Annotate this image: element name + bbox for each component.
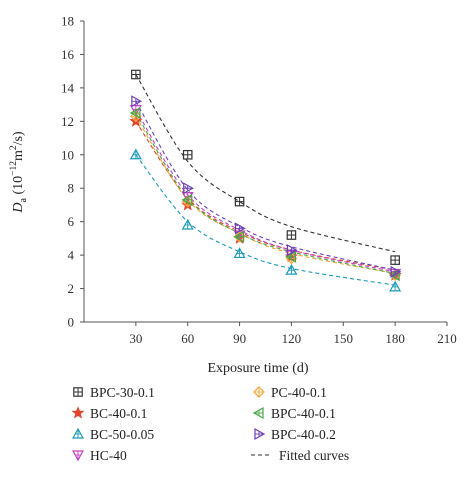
fitted-curve-PC-40-0.1 [135,116,396,275]
x-tick-label: 30 [129,331,142,346]
y-tick-label: 4 [68,248,75,263]
y-tick-label: 14 [61,80,75,95]
legend-item: PC-40-0.1 [253,385,327,400]
x-tick-label: 60 [181,331,194,346]
data-point-BPC-30-0.1 [182,149,193,160]
y-tick-label: 2 [68,281,75,296]
legend-label: PC-40-0.1 [271,385,327,400]
legend-label: BC-40-0.1 [90,406,147,421]
data-point-BC-50-0.05 [181,218,194,230]
legend-item: BPC-40-0.2 [254,427,336,442]
legend-item: BPC-30-0.1 [73,385,155,400]
data-points [129,69,402,292]
x-tick-label: 120 [282,331,302,346]
data-point-BPC-40-0.2 [234,222,246,235]
legend-marker [71,406,85,419]
x-tick-label: 150 [334,331,354,346]
legend-marker [253,386,265,398]
legend-item: BPC-40-0.1 [252,406,336,421]
legend-item: HC-40 [71,448,127,463]
data-point-BC-50-0.05 [233,247,246,259]
fitted-curve-BC-50-0.05 [135,154,396,286]
y-tick-label: 0 [68,315,75,330]
fitted-curve-HC-40 [135,109,396,273]
axes: 30 60 90 120 150 180 210 0 2 4 6 8 10 12 14 16 18 [61,14,457,347]
data-point-BPC-40-0.2 [131,95,143,108]
x-tick-label: 90 [233,331,246,346]
data-point-BPC-30-0.1 [286,230,297,240]
legend-label: BPC-30-0.1 [90,385,155,400]
y-tick-label: 16 [61,47,75,62]
data-point-BPC-30-0.1 [131,69,141,80]
y-tick-label: 6 [68,214,75,229]
legend-marker [254,427,266,441]
fitted-curve-BPC-30-0.1 [135,74,396,253]
legend-label: BPC-40-0.2 [271,427,336,442]
data-point-BPC-40-0.2 [390,265,402,278]
data-point-BPC-30-0.1 [390,255,400,265]
y-tick-label: 10 [61,147,74,162]
legend-marker [73,387,83,397]
data-point-BPC-40-0.1 [285,250,297,263]
y-tick-label: 12 [61,114,74,129]
fitted-curve-BPC-40-0.1 [135,112,396,275]
legend: BPC-30-0.1 BC-40-0.1 BC-50-0.05 HC-40 PC-40-… [71,385,349,463]
legend-label: Fitted curves [279,448,349,463]
data-point-BPC-40-0.2 [286,244,298,257]
y-tick-label: 18 [61,14,74,29]
x-axis-title: Exposure time (d) [207,361,308,376]
legend-item-fitted: Fitted curves [251,448,349,463]
y-axis-title: Da (10−12m2/s) [9,131,29,214]
data-point-BPC-40-0.1 [129,106,141,119]
legend-item: BC-50-0.05 [71,427,154,442]
x-tick-label: 210 [437,331,457,346]
legend-label: HC-40 [90,448,127,463]
legend-marker [252,406,264,420]
data-point-BPC-40-0.1 [181,193,193,206]
legend-marker [71,427,85,439]
data-point-BC-50-0.05 [285,263,298,275]
data-point-BPC-40-0.2 [183,182,194,195]
legend-marker [71,450,85,462]
y-tick-label: 8 [68,181,75,196]
data-point-BPC-40-0.1 [233,230,245,243]
legend-item: BC-40-0.1 [71,406,147,421]
fitted-curves [135,74,396,286]
data-point-BPC-30-0.1 [234,196,245,207]
data-point-BC-50-0.05 [129,148,142,160]
data-point-BC-50-0.05 [389,280,402,292]
x-tick-label: 180 [385,331,405,346]
legend-label: BPC-40-0.1 [271,406,336,421]
legend-label: BC-50-0.05 [90,427,154,442]
